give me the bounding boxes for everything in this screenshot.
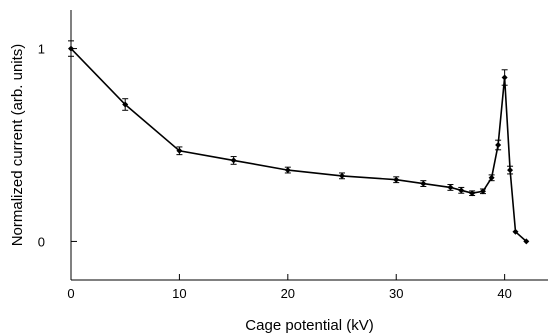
data-point (488, 174, 495, 181)
data-point (68, 45, 74, 52)
data-point (507, 167, 514, 174)
y-axis-label: Normalized current (arb. units) (9, 44, 26, 247)
x-tick-label: 0 (67, 286, 74, 301)
x-tick-label: 40 (497, 286, 511, 301)
data-point (230, 157, 237, 164)
data-point (339, 172, 346, 179)
data-point (458, 187, 465, 194)
x-tick-label: 20 (281, 286, 295, 301)
series-layer (68, 40, 530, 245)
data-point (393, 176, 400, 183)
data-point (447, 184, 454, 191)
data-point (523, 238, 530, 245)
y-tick-label: 0 (38, 234, 45, 249)
x-tick-label: 10 (172, 286, 186, 301)
data-point (479, 188, 486, 195)
data-point (284, 167, 291, 174)
plot-area: 0 10 20 30 40 0 1 (38, 10, 548, 301)
data-point (122, 101, 129, 108)
x-tick-label: 30 (389, 286, 403, 301)
x-axis-label: Cage potential (kV) (245, 317, 373, 334)
data-point (420, 180, 427, 187)
series-line (70, 48, 527, 242)
y-tick-label: 1 (38, 42, 45, 57)
data-point (469, 190, 476, 197)
data-point (495, 142, 502, 148)
data-point (512, 228, 519, 235)
data-point (501, 74, 508, 81)
data-point (176, 147, 183, 154)
x-axis-ticks: 0 10 20 30 40 (67, 274, 512, 301)
